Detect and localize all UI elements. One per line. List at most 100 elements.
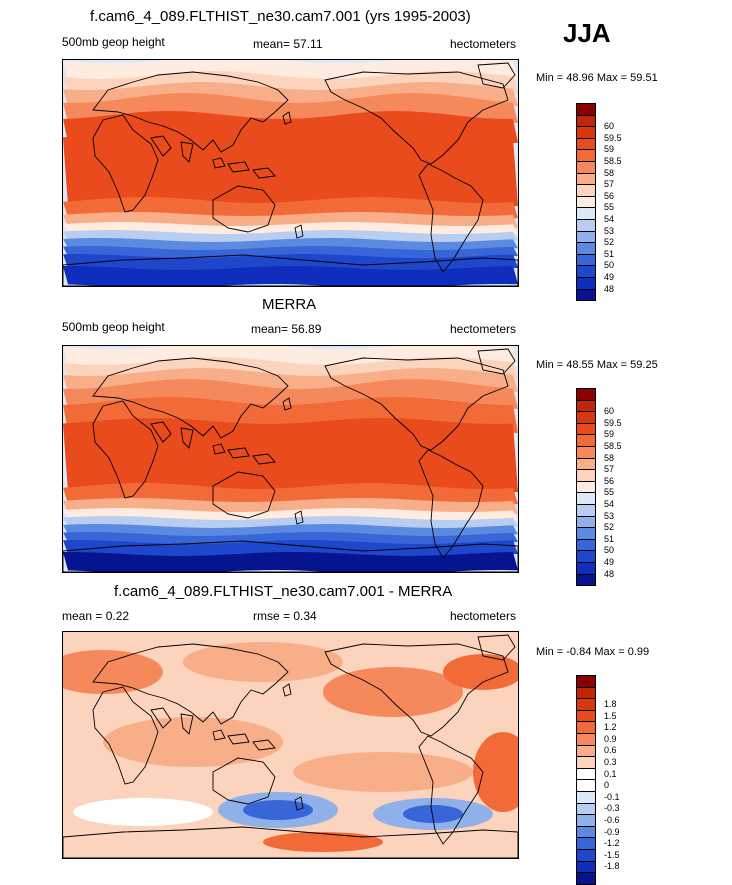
colorbar-tick-label: -1.2 xyxy=(604,838,620,849)
colorbar-tick-label: -0.3 xyxy=(604,803,620,814)
colorbar-tick-label: -0.1 xyxy=(604,791,620,802)
coastline-3 xyxy=(212,443,276,465)
coastline-3 xyxy=(212,729,276,751)
colorbar-tick-label: -0.6 xyxy=(604,815,620,825)
panel-diff-contour-patch-2 xyxy=(323,667,463,717)
panel-diff-rmse: rmse = 0.34 xyxy=(253,609,317,623)
colorbar-tick-label: 1.5 xyxy=(604,710,617,721)
colorbar-tick-label: 0.1 xyxy=(604,768,617,779)
colorbar-cell xyxy=(576,872,596,885)
panel-obs-mean: mean= 56.89 xyxy=(251,322,322,336)
coastline-3 xyxy=(212,157,276,179)
colorbar-tick-label: 57 xyxy=(604,179,615,190)
coastline-0 xyxy=(92,114,159,213)
colorbar-tick-label: 59 xyxy=(604,429,615,440)
panel-diff-units: hectometers xyxy=(450,609,517,623)
colorbar-tick-label: -0.9 xyxy=(604,826,620,837)
panel-obs-contour-band-9 xyxy=(63,516,518,530)
panel-diff-contour-patch-5 xyxy=(293,752,473,792)
coastline-4 xyxy=(212,757,276,805)
colorbar-tick-label: 48 xyxy=(604,568,615,579)
coastline-4 xyxy=(212,185,276,233)
colorbar-tick-label: 58 xyxy=(604,167,615,178)
panel-diff-contour-patch-1 xyxy=(183,642,343,682)
panel-model-units: hectometers xyxy=(450,37,517,51)
coastline-2 xyxy=(150,707,194,735)
panel-model-title: f.cam6_4_089.FLTHIST_ne30.cam7.001 (yrs … xyxy=(90,8,471,25)
colorbar-tick-label: 55 xyxy=(604,202,615,213)
panel-obs-contour-band-10 xyxy=(63,524,518,538)
panel-diff-contour-patch-11 xyxy=(263,832,383,852)
panel-model-contour-band-9 xyxy=(63,230,518,244)
colorbar-cell xyxy=(576,573,596,587)
colorbar-tick-label: 55 xyxy=(604,487,615,498)
colorbar-tick-label: 51 xyxy=(604,533,615,544)
colorbar-tick-label: 60 xyxy=(604,406,615,417)
colorbar-tick-label: 49 xyxy=(604,272,615,282)
panel-model-contour-band-2 xyxy=(63,82,518,106)
colorbar-tick-label: -1.5 xyxy=(604,849,620,860)
colorbar-cell xyxy=(576,288,596,302)
panel-diff-contour-patch-8 xyxy=(243,800,313,820)
panel-model-contour-band-13 xyxy=(63,266,518,286)
colorbar-tick-label: 54 xyxy=(604,499,615,509)
season-label: JJA xyxy=(563,18,611,48)
coastline-6 xyxy=(477,634,516,661)
coastline-8 xyxy=(63,254,518,286)
colorbar-tick-label: 58 xyxy=(604,452,615,463)
coastline-9 xyxy=(282,111,304,239)
colorbar-tick-label: 1.8 xyxy=(604,699,617,709)
colorbar-tick-label: 50 xyxy=(604,545,615,556)
colorbar-tick-label: 53 xyxy=(604,510,615,521)
colorbar-tick-label: 48 xyxy=(604,283,615,294)
colorbar-tick-label: 54 xyxy=(604,214,615,224)
colorbar-tick-label: 58.5 xyxy=(604,156,622,166)
colorbar-tick-label: 56 xyxy=(604,475,615,486)
coastline-6 xyxy=(477,348,516,375)
panel-obs-contour-band-5 xyxy=(63,418,518,494)
panel-model-minmax: Min = 48.96 Max = 59.51 xyxy=(536,72,658,84)
coastline-8 xyxy=(63,826,518,858)
panel-model-mean: mean= 57.11 xyxy=(253,37,323,51)
colorbar-tick-label: 0.9 xyxy=(604,733,617,744)
colorbar-tick-label: 50 xyxy=(604,260,615,271)
panel-obs-minmax: Min = 48.55 Max = 59.25 xyxy=(536,359,658,371)
panel-diff-map xyxy=(62,631,519,859)
panel-diff-contour-patch-3 xyxy=(443,654,518,690)
coastline-9 xyxy=(282,397,304,525)
panel-model-map xyxy=(62,59,519,287)
coastline-2 xyxy=(150,135,194,163)
panel-obs-map xyxy=(62,345,519,573)
colorbar-tick-label: 56 xyxy=(604,190,615,201)
panel-model-contour-plot xyxy=(63,60,518,286)
colorbar-tick-label: 52 xyxy=(604,237,615,248)
panel-model-contour-band-11 xyxy=(63,246,518,260)
panel-obs-left-label: 500mb geop height xyxy=(62,320,165,334)
colorbar-tick-label: 57 xyxy=(604,464,615,475)
colorbar-tick-label: 53 xyxy=(604,225,615,236)
panel-diff-contour-patch-6 xyxy=(73,798,213,826)
panel-diff-contour-patch-0 xyxy=(63,650,163,694)
panel-diff-minmax: Min = -0.84 Max = 0.99 xyxy=(536,646,650,658)
panel-obs-contour-band-13 xyxy=(63,552,518,572)
panel-model-contour-band-1 xyxy=(63,71,518,94)
panel-obs-contour-band-1 xyxy=(63,357,518,380)
coastline-2 xyxy=(150,421,194,449)
panel-model-left-label: 500mb geop height xyxy=(62,35,165,49)
coastline-1 xyxy=(92,643,289,725)
coastline-8 xyxy=(63,540,518,572)
panel-diff-contour-patch-10 xyxy=(403,805,463,823)
colorbar-tick-label: 59.5 xyxy=(604,132,622,143)
colorbar-tick-label: 60 xyxy=(604,121,615,132)
panel-diff-contour-plot xyxy=(63,632,518,858)
panel-model-contour-band-10 xyxy=(63,238,518,252)
coastline-9 xyxy=(282,683,304,811)
panel-obs-contour-band-3 xyxy=(63,379,518,409)
panel-obs-contour-band-2 xyxy=(63,368,518,392)
colorbar-tick-label: 51 xyxy=(604,248,615,259)
panel-diff-mean: mean = 0.22 xyxy=(62,609,130,623)
panel-diff-contour-patch-12 xyxy=(473,732,518,812)
colorbar-tick-label: 52 xyxy=(604,522,615,533)
coastline-1 xyxy=(92,71,289,153)
colorbar-tick-label: 58.5 xyxy=(604,441,622,451)
